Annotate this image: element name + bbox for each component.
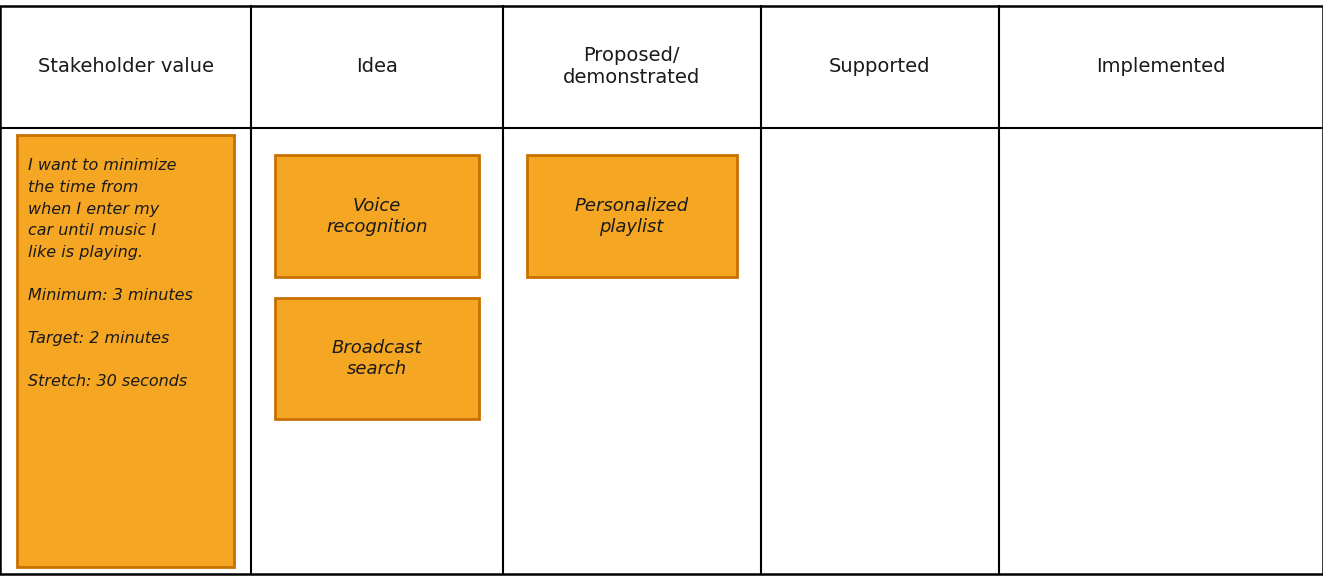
FancyBboxPatch shape: [0, 6, 1323, 574]
FancyBboxPatch shape: [17, 135, 234, 567]
Text: I want to minimize
the time from
when I enter my
car until music I
like is playi: I want to minimize the time from when I …: [28, 158, 193, 389]
FancyBboxPatch shape: [275, 298, 479, 419]
FancyBboxPatch shape: [275, 155, 479, 277]
Text: Proposed/
demonstrated: Proposed/ demonstrated: [564, 46, 700, 87]
Text: Supported: Supported: [830, 57, 930, 76]
Text: Personalized
playlist: Personalized playlist: [574, 197, 689, 235]
Text: Implemented: Implemented: [1097, 57, 1225, 76]
Text: Broadcast
search: Broadcast search: [332, 339, 422, 378]
Text: Idea: Idea: [356, 57, 398, 76]
Text: Voice
recognition: Voice recognition: [327, 197, 427, 235]
Text: Stakeholder value: Stakeholder value: [37, 57, 214, 76]
FancyBboxPatch shape: [527, 155, 737, 277]
